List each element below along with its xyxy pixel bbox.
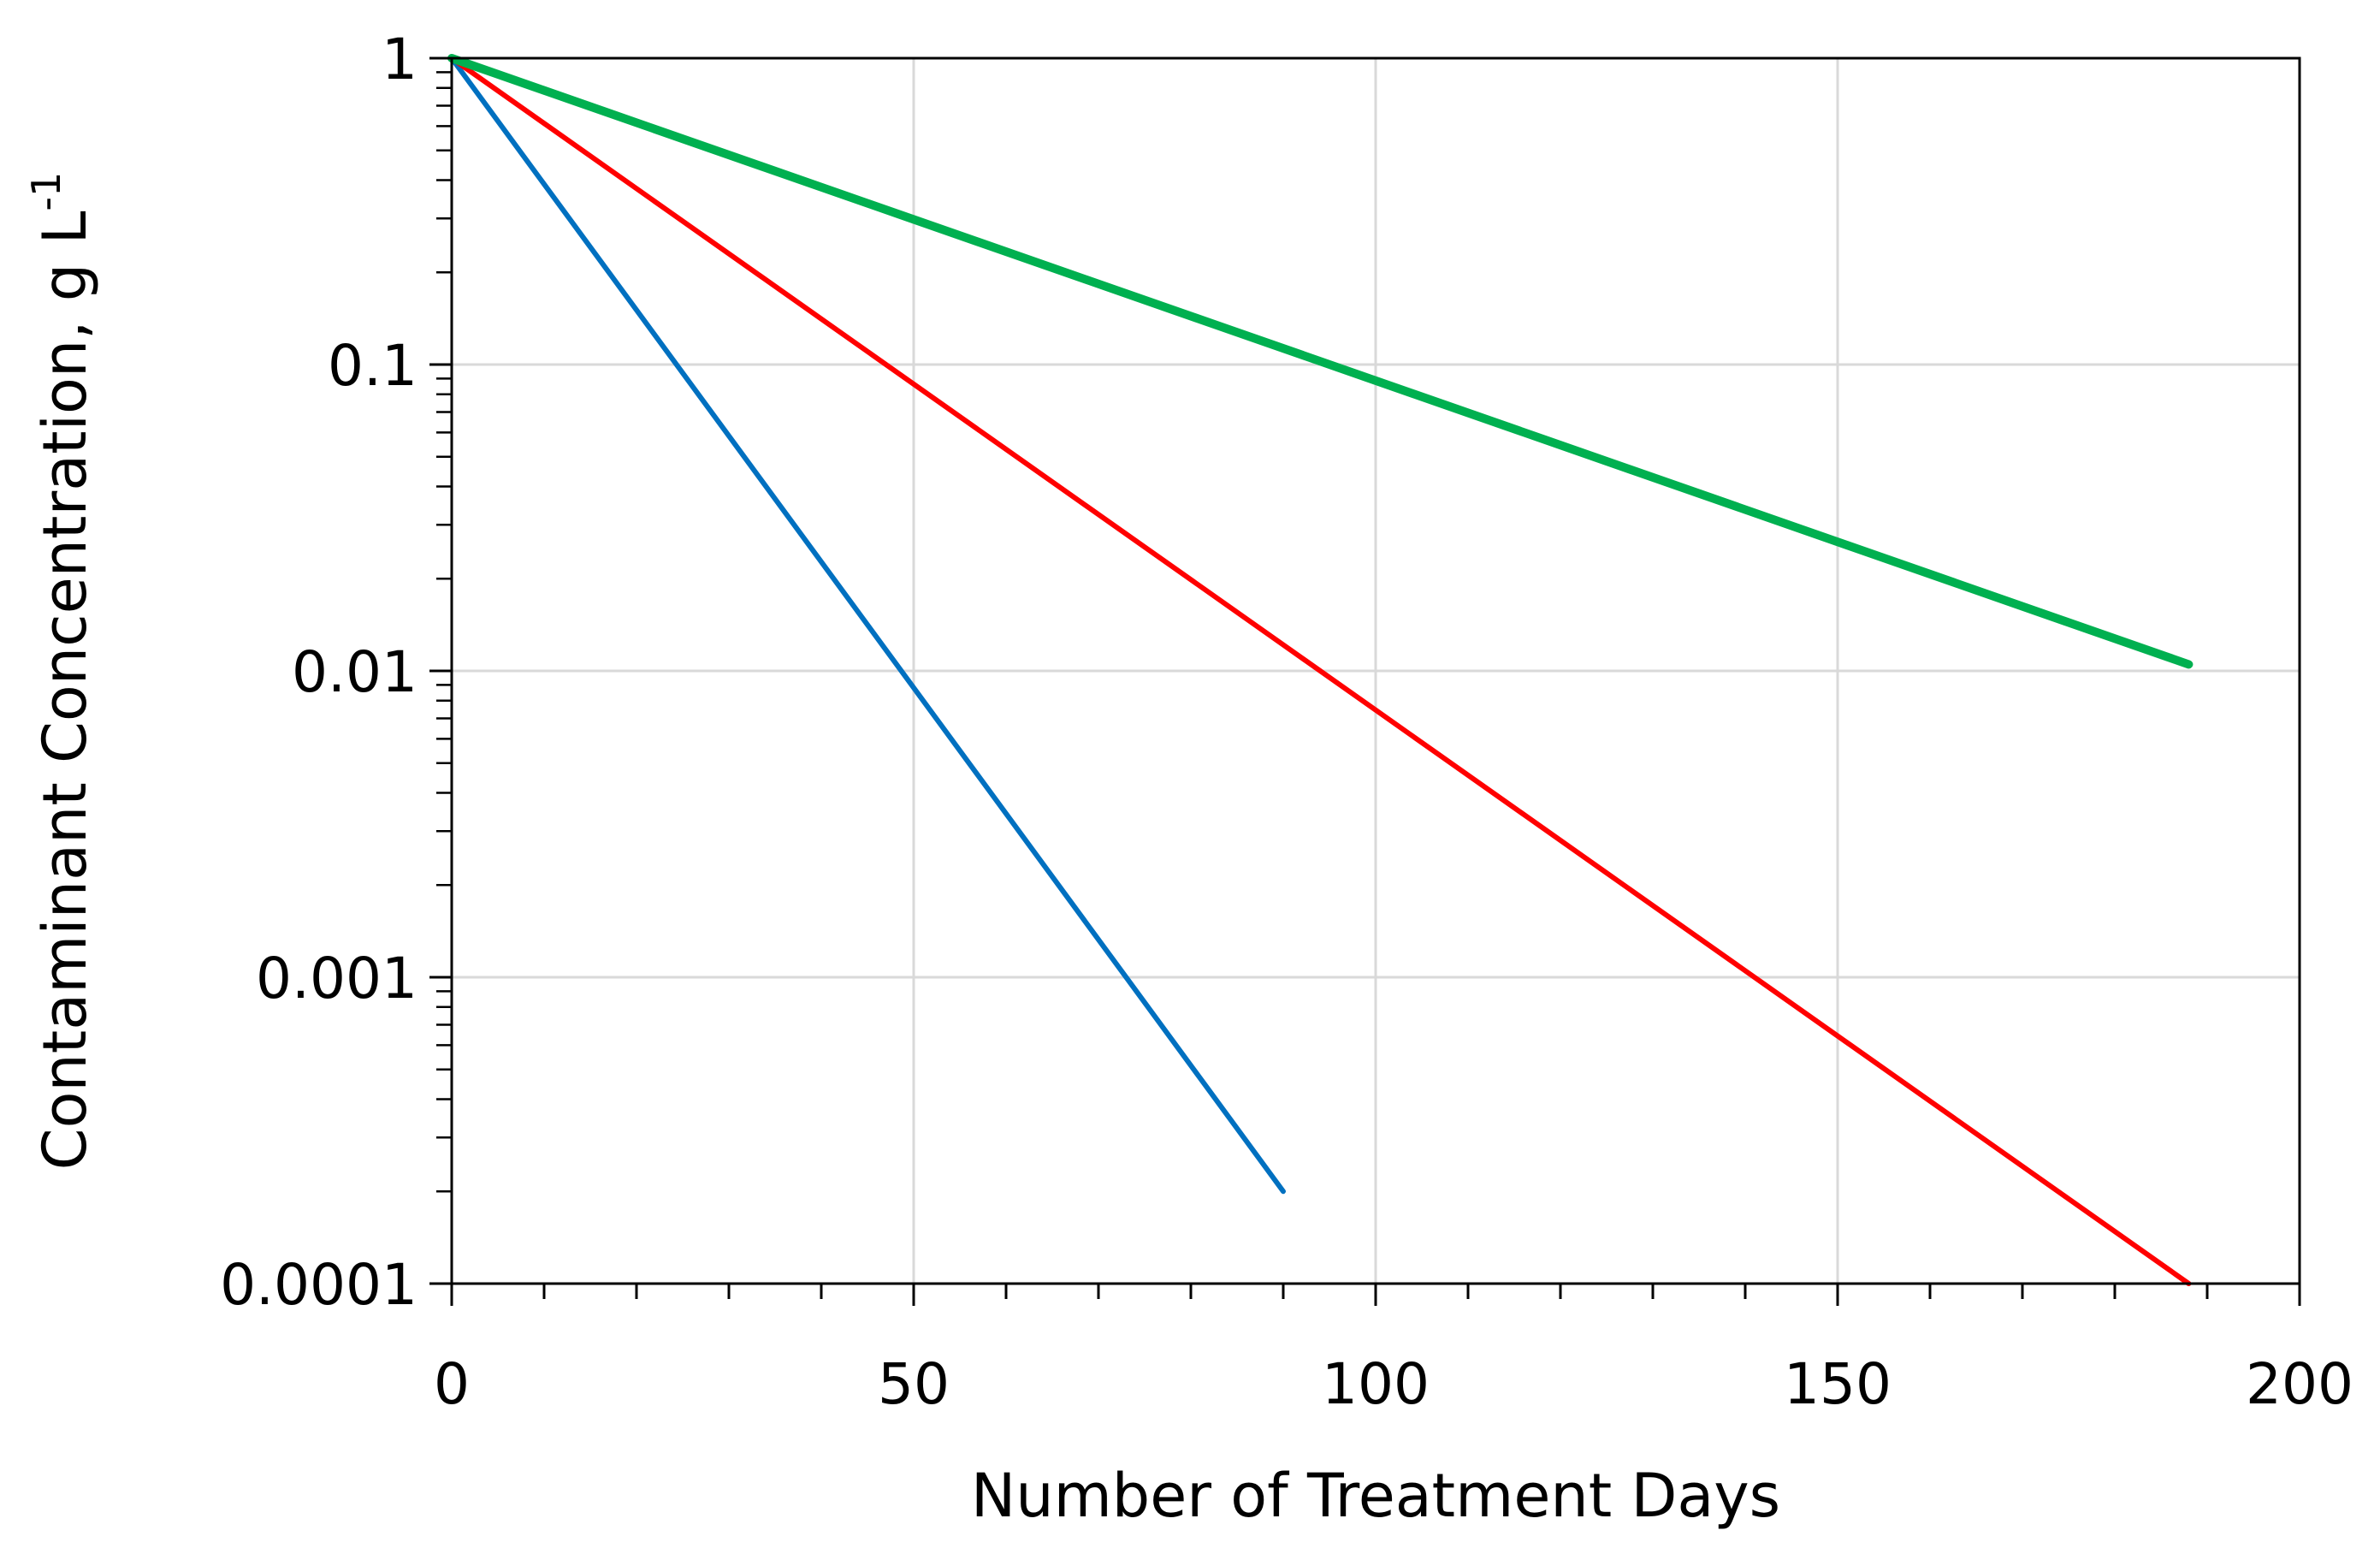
y-tick-label-1: 0.1 [328, 333, 417, 399]
x-tick-label-3: 150 [1784, 1351, 1892, 1417]
series-line-0 [449, 56, 1286, 1195]
x-tick-label-0: 0 [434, 1351, 470, 1417]
x-tick-label-1: 50 [878, 1351, 950, 1417]
y-tick-label-4: 0.0001 [220, 1252, 417, 1318]
x-axis-title: Number of Treatment Days [971, 1461, 1780, 1531]
y-tick-label-0: 1 [382, 27, 417, 92]
x-tick-label-4: 200 [2246, 1351, 2353, 1417]
label-layer: 0 50 100 150 200 1 0.1 0.01 0.001 0.0001 [220, 27, 2353, 1417]
tick-layer [429, 56, 2301, 1306]
y-axis-title: Contaminant Concentration, g L-1 [23, 172, 100, 1171]
y-axis-title-superscript: -1 [23, 172, 69, 211]
y-axis-title-text: Contaminant Concentration, g L [30, 211, 100, 1171]
y-tick-label-3: 0.001 [256, 946, 417, 1011]
grid-layer [452, 58, 2300, 1284]
y-tick-label-2: 0.01 [292, 639, 417, 705]
series-line-1 [449, 56, 2192, 1286]
series-line-2 [447, 54, 2194, 669]
series-layer [447, 54, 2194, 1286]
x-tick-label-2: 100 [1322, 1351, 1430, 1417]
